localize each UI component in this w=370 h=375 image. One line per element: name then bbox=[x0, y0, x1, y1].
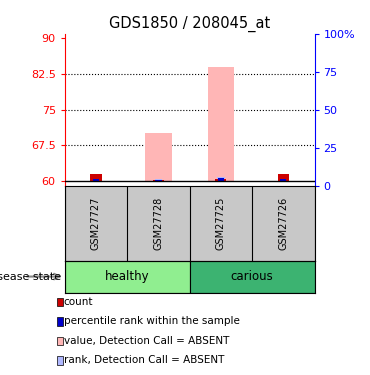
Bar bbox=[208, 67, 234, 181]
Text: GSM27726: GSM27726 bbox=[278, 196, 288, 250]
Bar bbox=[215, 180, 226, 181]
Text: GSM27728: GSM27728 bbox=[154, 196, 164, 250]
Text: healthy: healthy bbox=[105, 270, 149, 283]
Bar bbox=[190, 261, 314, 292]
Bar bbox=[218, 177, 224, 181]
Bar bbox=[153, 180, 164, 181]
Bar bbox=[90, 174, 102, 181]
Text: percentile rank within the sample: percentile rank within the sample bbox=[64, 316, 240, 326]
Text: disease state: disease state bbox=[0, 272, 61, 282]
Text: GSM27725: GSM27725 bbox=[216, 196, 226, 250]
Bar bbox=[145, 134, 172, 181]
Text: carious: carious bbox=[231, 270, 273, 283]
Bar bbox=[93, 178, 99, 181]
Bar bbox=[65, 261, 190, 292]
Bar bbox=[280, 178, 286, 181]
Text: GSM27727: GSM27727 bbox=[91, 196, 101, 250]
Bar bbox=[278, 174, 289, 181]
Bar bbox=[217, 177, 225, 181]
Title: GDS1850 / 208045_at: GDS1850 / 208045_at bbox=[109, 16, 270, 32]
Text: count: count bbox=[64, 297, 93, 307]
Bar bbox=[155, 178, 162, 181]
Text: value, Detection Call = ABSENT: value, Detection Call = ABSENT bbox=[64, 336, 229, 346]
Text: rank, Detection Call = ABSENT: rank, Detection Call = ABSENT bbox=[64, 356, 224, 365]
Bar bbox=[155, 180, 162, 181]
